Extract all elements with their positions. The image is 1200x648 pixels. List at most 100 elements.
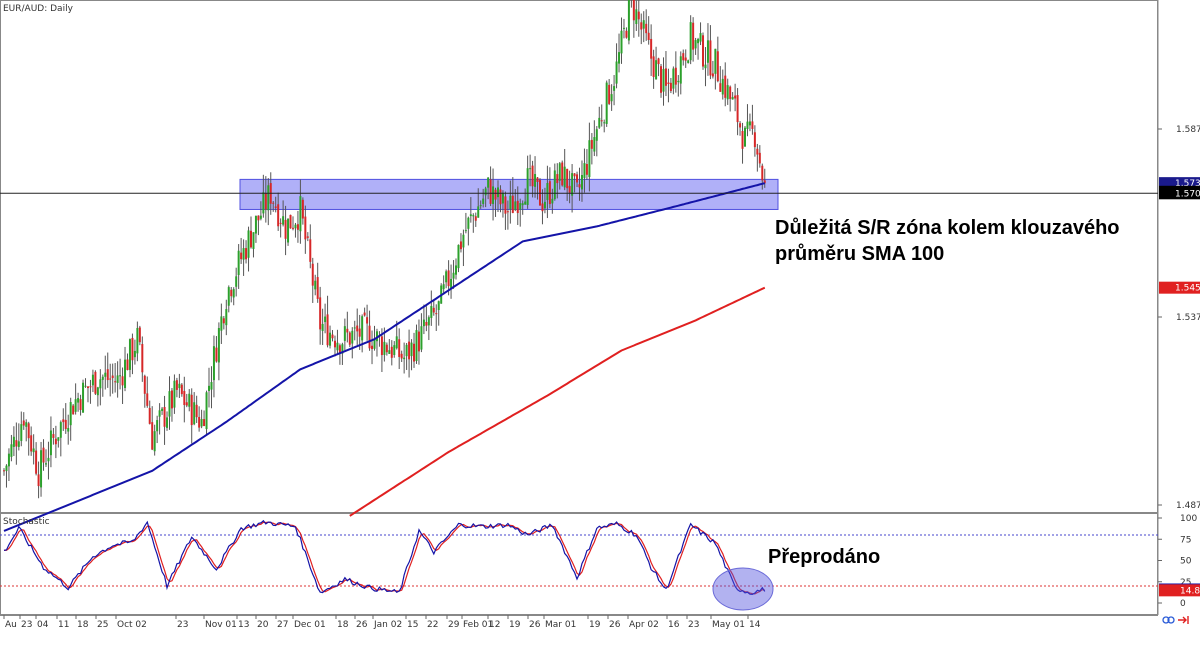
stochastic-y-tick-label: 50 <box>1180 557 1192 567</box>
candle <box>390 340 393 366</box>
candle-body <box>277 204 280 227</box>
candle <box>35 442 38 476</box>
candle-body <box>257 215 260 221</box>
candle-body <box>393 345 396 355</box>
candle <box>413 332 416 368</box>
candle-body <box>32 448 35 453</box>
candle <box>452 260 455 289</box>
candle-body <box>208 385 211 392</box>
candle <box>694 37 697 55</box>
candle-body <box>593 137 596 152</box>
candle <box>385 342 388 356</box>
candle-body <box>415 330 418 362</box>
candle-body <box>235 276 238 287</box>
candle-body <box>420 326 423 350</box>
stochastic-y-tick-label: 75 <box>1180 535 1191 545</box>
candle <box>267 178 270 226</box>
candle-body <box>262 192 265 214</box>
candle <box>62 408 65 431</box>
candle-body <box>168 391 171 417</box>
candle <box>664 51 667 97</box>
candle <box>479 200 482 209</box>
candle <box>642 11 645 43</box>
candle <box>603 119 606 133</box>
candle-body <box>655 60 658 80</box>
candle-body <box>726 85 729 100</box>
candle-body <box>106 369 109 381</box>
candle <box>341 342 344 365</box>
candle-body <box>741 130 744 149</box>
candle <box>363 307 366 317</box>
candle-body <box>679 56 682 84</box>
candle-body <box>561 162 564 186</box>
candle-body <box>190 394 193 426</box>
candle-body <box>156 420 159 432</box>
candle-body <box>625 30 628 38</box>
candle-body <box>74 399 77 412</box>
candle <box>299 179 302 244</box>
candle-body <box>711 73 714 77</box>
candle <box>227 285 230 313</box>
candle <box>573 173 576 193</box>
candle-body <box>660 66 663 93</box>
candle <box>561 160 564 187</box>
candle <box>699 22 702 46</box>
candle <box>232 287 235 306</box>
candle-body <box>709 40 712 76</box>
candle-body <box>484 188 487 196</box>
candle-body <box>94 371 97 394</box>
candle <box>225 299 228 336</box>
candle <box>319 286 322 345</box>
candle-body <box>410 342 413 357</box>
candle <box>106 352 109 388</box>
candle-body <box>42 447 45 463</box>
candle-body <box>563 166 566 188</box>
candle-body <box>622 27 625 29</box>
candle-body <box>477 206 480 218</box>
annotation-oversold: Přeprodáno <box>768 546 880 568</box>
scroll-right-icon[interactable] <box>1178 616 1189 624</box>
candle <box>153 424 156 456</box>
candle-body <box>27 423 30 439</box>
candle-body <box>158 410 161 417</box>
candle <box>427 315 430 341</box>
candle <box>277 192 280 231</box>
candle <box>558 161 561 190</box>
candle <box>647 16 650 45</box>
candle-body <box>714 48 717 74</box>
candle <box>358 314 361 350</box>
candle <box>257 215 260 236</box>
candle <box>751 104 754 135</box>
candle <box>59 420 62 457</box>
candle <box>405 342 408 370</box>
candle <box>506 200 509 230</box>
candle <box>158 403 161 435</box>
x-tick-label: Au <box>5 620 17 630</box>
candle-body <box>329 332 332 346</box>
candle <box>230 287 233 303</box>
link-icon[interactable] <box>1162 616 1175 624</box>
candle-body <box>492 186 495 204</box>
candle <box>509 180 512 224</box>
candle-body <box>217 328 220 363</box>
candle-body <box>761 165 764 181</box>
candle <box>682 49 685 66</box>
x-tick-label: 29 <box>448 620 460 630</box>
candle <box>178 373 181 398</box>
candle <box>52 427 55 445</box>
candle-body <box>706 40 709 63</box>
candle-body <box>198 416 201 428</box>
candle <box>84 378 87 388</box>
candle-body <box>314 280 317 290</box>
candle-body <box>746 121 749 129</box>
candle <box>148 400 151 425</box>
candle <box>731 92 734 100</box>
candle-body <box>336 342 339 351</box>
candle-body <box>568 185 571 193</box>
candle <box>175 377 178 398</box>
candle-body <box>580 174 583 190</box>
candle-body <box>12 436 15 447</box>
candle <box>543 187 546 214</box>
candle-body <box>304 216 307 240</box>
candle <box>531 160 534 198</box>
